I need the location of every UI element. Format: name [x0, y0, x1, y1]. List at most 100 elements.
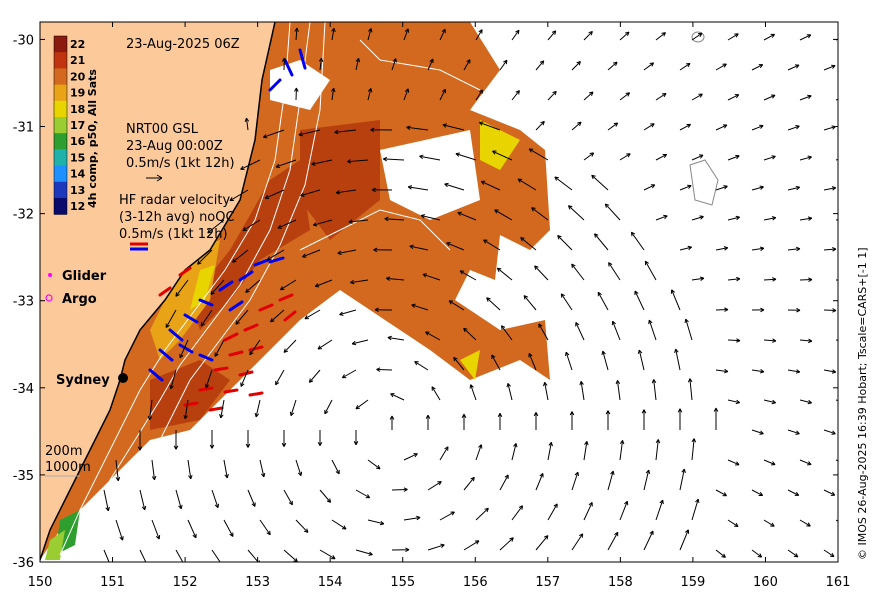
- velocity-arrow: [571, 471, 579, 491]
- velocity-arrow: [583, 152, 595, 161]
- velocity-arrow: [575, 322, 585, 341]
- velocity-arrow: [147, 399, 153, 421]
- timestamp-label: 23-Aug-2025 06Z: [126, 37, 240, 52]
- velocity-arrow: [211, 489, 220, 509]
- velocity-arrow: [419, 154, 441, 161]
- colorbar-label: 21: [70, 54, 85, 67]
- velocity-arrow: [289, 399, 297, 417]
- velocity-arrow: [281, 57, 287, 71]
- y-tick-label: -30: [13, 33, 34, 48]
- velocity-arrow: [787, 246, 801, 252]
- colorbar-title: 4h comp, p50, All Sats: [86, 69, 99, 208]
- velocity-arrow: [643, 62, 655, 71]
- colorbar-swatch: [54, 149, 67, 167]
- velocity-arrow: [751, 369, 765, 374]
- velocity-arrow: [799, 155, 812, 161]
- velocity-arrow: [691, 498, 700, 521]
- argo-legend-icon: [45, 294, 53, 302]
- velocity-arrow: [317, 339, 333, 350]
- velocity-arrow: [506, 383, 513, 401]
- velocity-arrow: [406, 125, 429, 131]
- velocity-arrow: [655, 214, 668, 221]
- velocity-arrow: [254, 399, 261, 418]
- velocity-arrow: [520, 237, 537, 251]
- velocity-arrow: [560, 293, 573, 311]
- colorbar-swatch: [54, 36, 67, 53]
- glider-legend-icon: [48, 273, 52, 277]
- velocity-arrow: [371, 187, 393, 193]
- velocity-arrow: [679, 62, 691, 71]
- velocity-arrow: [483, 239, 501, 251]
- velocity-arrow: [355, 399, 369, 410]
- velocity-arrow: [565, 351, 573, 371]
- colorbar-label: 22: [70, 38, 85, 51]
- velocity-arrow: [763, 459, 776, 466]
- velocity-arrow: [799, 519, 811, 527]
- velocity-arrow: [655, 153, 668, 161]
- velocity-arrow: [496, 267, 513, 281]
- velocity-arrow: [641, 409, 647, 430]
- velocity-arrow: [317, 430, 323, 446]
- velocity-arrow: [528, 353, 537, 371]
- velocity-arrow: [715, 124, 728, 131]
- velocity-arrow: [103, 489, 110, 512]
- velocity-arrow: [350, 279, 369, 285]
- velocity-arrow: [691, 438, 697, 461]
- velocity-arrow: [211, 549, 221, 562]
- velocity-arrow: [511, 443, 518, 461]
- velocity-arrow: [533, 412, 539, 430]
- velocity-arrow: [715, 549, 726, 558]
- velocity-arrow: [691, 276, 705, 281]
- velocity-arrow: [348, 219, 369, 224]
- velocity-arrow: [535, 473, 544, 491]
- velocity-arrow: [370, 127, 393, 133]
- velocity-arrow: [304, 309, 321, 320]
- velocity-arrow: [763, 155, 776, 161]
- velocity-arrow: [571, 263, 585, 281]
- velocity-arrow: [427, 481, 442, 491]
- nrt-time: 23-Aug 00:00Z: [126, 139, 223, 154]
- velocity-arrow: [334, 129, 357, 135]
- velocity-arrow: [103, 549, 110, 562]
- velocity-arrow: [604, 203, 621, 221]
- velocity-arrow: [607, 61, 618, 71]
- x-tick-label: 157: [535, 575, 560, 590]
- velocity-arrow: [499, 59, 508, 71]
- velocity-arrow: [169, 369, 177, 390]
- x-tick-label: 150: [28, 575, 53, 590]
- x-tick-label: 151: [100, 575, 125, 590]
- velocity-arrow: [427, 58, 434, 71]
- credit-text: © IMOS 26-Aug-2025 16:39 Hobart; Tscale=…: [856, 247, 869, 560]
- argo-label: Argo: [62, 292, 97, 307]
- x-tick-label: 161: [826, 575, 851, 590]
- velocity-arrow: [300, 189, 321, 197]
- velocity-arrow: [245, 279, 261, 293]
- velocity-arrow: [571, 533, 584, 551]
- velocity-arrow: [679, 123, 692, 131]
- velocity-arrow: [644, 260, 657, 281]
- velocity-arrow: [461, 413, 467, 430]
- velocity-arrow: [535, 535, 549, 551]
- velocity-arrow: [311, 159, 333, 166]
- velocity-arrow: [655, 32, 666, 41]
- velocity-arrow: [374, 307, 393, 313]
- velocity-arrow: [583, 91, 594, 101]
- velocity-arrow: [787, 307, 801, 313]
- velocity-arrow: [567, 205, 585, 221]
- velocity-arrow: [376, 367, 393, 372]
- velocity-arrow: [823, 308, 837, 313]
- velocity-arrow: [259, 519, 271, 536]
- velocity-arrow: [439, 28, 446, 41]
- velocity-arrow: [197, 249, 213, 265]
- x-tick-label: 156: [463, 575, 488, 590]
- velocity-arrow: [384, 216, 405, 222]
- velocity-arrow: [453, 356, 465, 371]
- velocity-arrow: [679, 245, 692, 251]
- sydney-label: Sydney: [56, 373, 110, 388]
- nrt-scale: 0.5m/s (1kt 12h): [126, 156, 235, 171]
- velocity-arrow: [457, 211, 477, 221]
- velocity-arrow: [655, 499, 664, 521]
- velocity-arrow: [115, 459, 121, 482]
- velocity-arrow: [597, 291, 609, 311]
- velocity-arrow: [601, 350, 609, 371]
